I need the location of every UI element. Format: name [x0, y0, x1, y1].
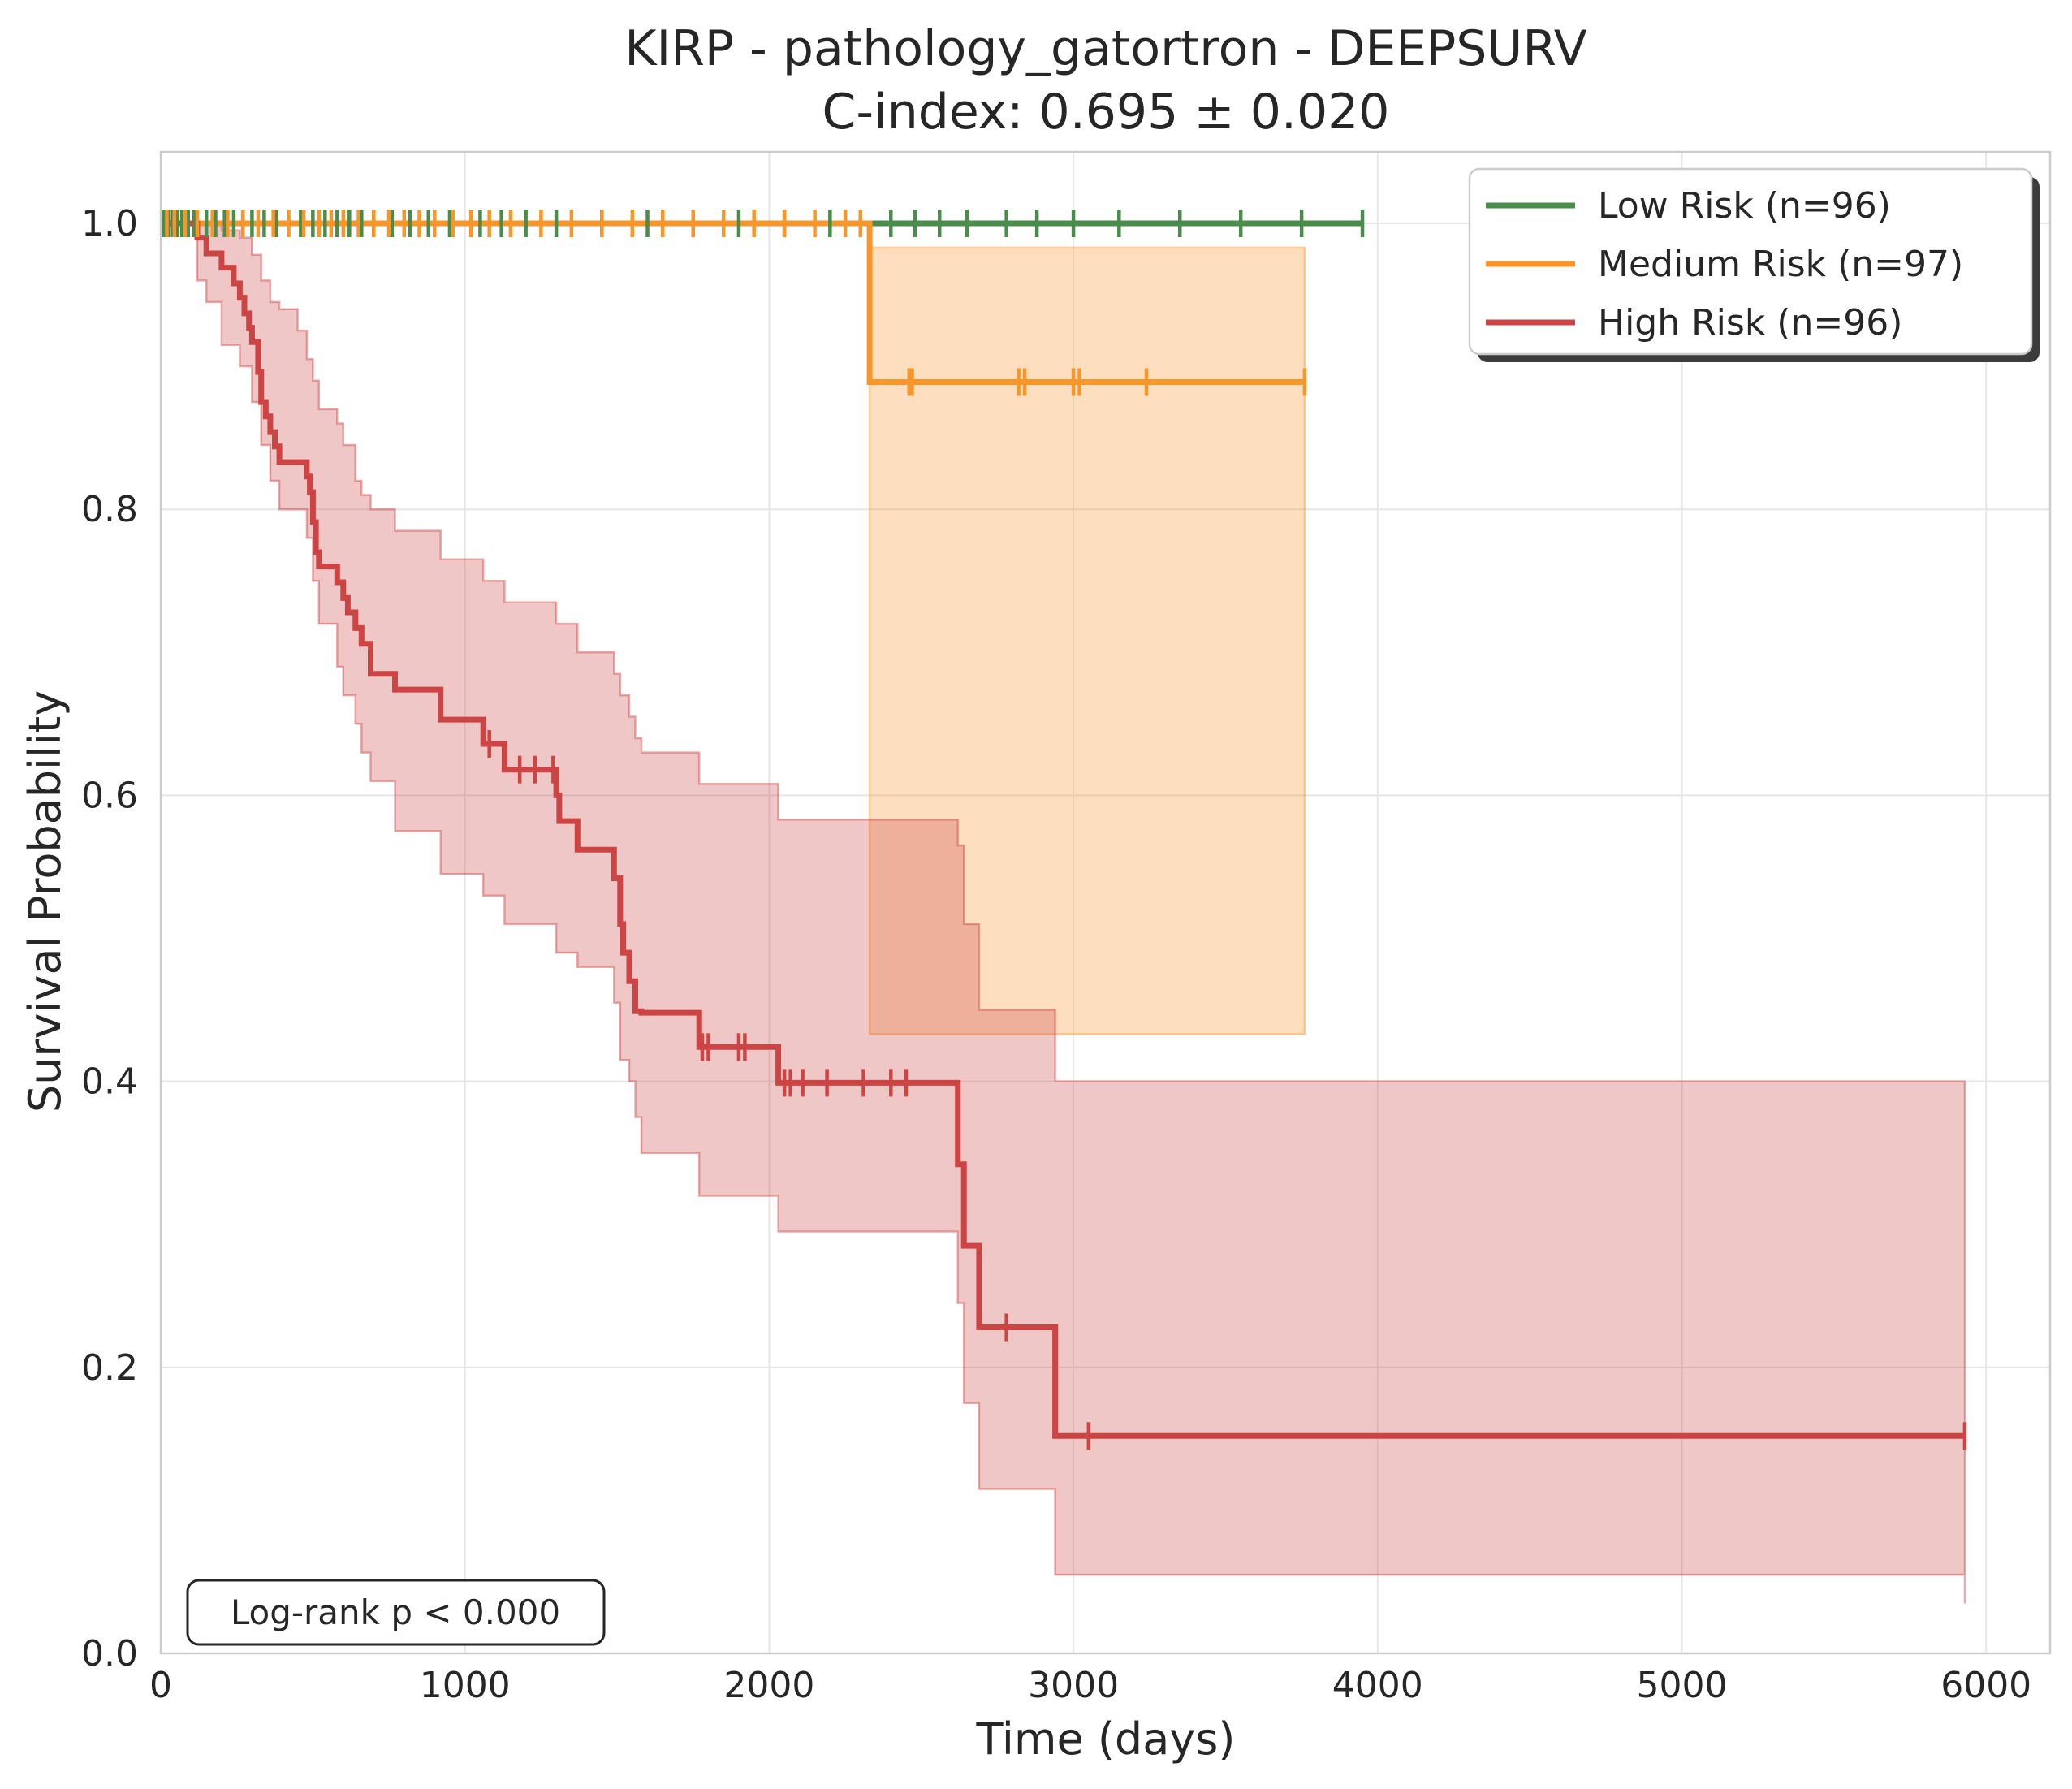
chart-title: KIRP - pathology_gatortron - DEEPSURV [624, 20, 1587, 77]
plot-frame [159, 150, 2052, 1655]
x-tick-label: 1000 [420, 1665, 511, 1706]
axis-ticks: 0 1000 2000 3000 4000 5000 6000 0.0 0.2 0.4 0.6 0.8… [81, 203, 2031, 1706]
x-tick-label: 3000 [1028, 1665, 1119, 1706]
x-tick-label: 4000 [1332, 1665, 1423, 1706]
y-tick-label: 0.0 [81, 1633, 138, 1674]
y-tick-label: 0.2 [81, 1347, 138, 1389]
legend: Low Risk (n=96) Medium Risk (n=97) High Ri… [1468, 167, 2040, 362]
legend-label: Medium Risk (n=97) [1598, 244, 1963, 285]
x-tick-label: 2000 [723, 1665, 814, 1706]
y-tick-label: 1.0 [81, 203, 138, 244]
x-tick-label: 0 [149, 1665, 172, 1706]
logrank-annotation-text: Log-rank p < 0.000 [231, 1592, 560, 1632]
x-tick-label: 6000 [1940, 1665, 2031, 1706]
survival-curve [161, 220, 1305, 385]
y-axis-label: Survival Probability [19, 690, 71, 1113]
chart-subtitle: C-index: 0.695 ± 0.020 [822, 84, 1390, 140]
logrank-annotation: Log-rank p < 0.000 [186, 1579, 606, 1646]
y-tick-label: 0.4 [81, 1061, 138, 1103]
x-tick-label: 5000 [1637, 1665, 1728, 1706]
x-axis-label: Time (days) [976, 1713, 1236, 1765]
legend-label: Low Risk (n=96) [1598, 185, 1891, 227]
y-tick-label: 0.6 [81, 775, 138, 816]
ci-band [868, 246, 1306, 1035]
y-tick-label: 0.8 [81, 489, 138, 530]
legend-box [1468, 167, 2033, 356]
censor-marks [162, 210, 1967, 1450]
confidence-bands [161, 222, 1966, 1604]
legend-label: High Risk (n=96) [1598, 302, 1902, 344]
survival-curve [161, 220, 1965, 1439]
ci-band [161, 222, 1966, 1604]
